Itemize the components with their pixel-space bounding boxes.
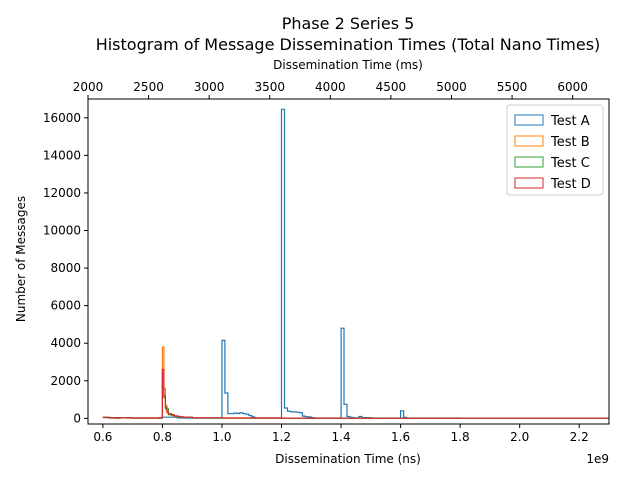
x-tick-label: 1.8 — [451, 430, 470, 444]
top-x-tick-label: 2000 — [73, 80, 104, 94]
chart-subtitle: Histogram of Message Dissemination Times… — [96, 35, 601, 54]
chart-title: Phase 2 Series 5 — [282, 14, 415, 33]
y-tick-label: 8000 — [50, 261, 81, 275]
top-x-tick-label: 4000 — [315, 80, 346, 94]
legend: Test A Test B Test C Test D — [506, 104, 604, 196]
top-x-tick-label: 6000 — [557, 80, 588, 94]
x-axis-label: Dissemination Time (ns) — [275, 452, 421, 466]
top-x-tick-label: 3500 — [254, 80, 285, 94]
legend-swatch — [514, 114, 544, 126]
axis-ticks: 0.6 0.8 1.0 1.2 1.4 1.6 1.8 2.0 2.2 0 2000 4000 6000… — [43, 80, 589, 444]
legend-swatch — [514, 177, 544, 189]
y-tick-label: 14000 — [43, 148, 81, 162]
y-tick-label: 16000 — [43, 111, 81, 125]
legend-swatch — [514, 135, 544, 147]
legend-label: Test C — [550, 156, 590, 171]
top-x-tick-label: 4500 — [376, 80, 407, 94]
axes-frame — [87, 98, 610, 425]
series-line-test-c — [102, 372, 609, 419]
series-line-test-d — [102, 368, 609, 419]
legend-label: Test B — [550, 135, 590, 150]
legend-box — [506, 104, 604, 196]
x-tick-label: 1.2 — [272, 430, 291, 444]
y-tick-label: 4000 — [50, 336, 81, 350]
top-x-axis-label: Dissemination Time (ms) — [273, 58, 423, 72]
y-tick-label: 12000 — [43, 186, 81, 200]
y-axis-label: Number of Messages — [14, 196, 28, 322]
x-tick-label: 1.6 — [391, 430, 410, 444]
y-tick-label: 6000 — [50, 299, 81, 313]
x-tick-label: 1.4 — [332, 430, 351, 444]
top-x-tick-label: 5500 — [497, 80, 528, 94]
x-tick-label: 2.0 — [510, 430, 529, 444]
x-tick-label: 0.8 — [153, 430, 172, 444]
legend-label: Test A — [550, 114, 590, 129]
y-tick-label: 2000 — [50, 374, 81, 388]
y-tick-label: 10000 — [43, 224, 81, 238]
series-line-test-b — [102, 346, 609, 419]
plot-area — [102, 108, 609, 419]
legend-label: Test D — [550, 177, 591, 192]
x-axis-offset-label: 1e9 — [586, 452, 609, 466]
x-tick-label: 1.0 — [212, 430, 231, 444]
x-tick-label: 2.2 — [570, 430, 589, 444]
top-x-tick-label: 5000 — [436, 80, 467, 94]
top-x-tick-label: 3000 — [194, 80, 225, 94]
top-x-tick-label: 2500 — [133, 80, 164, 94]
y-tick-label: 0 — [73, 411, 81, 425]
legend-swatch — [514, 156, 544, 168]
x-tick-label: 0.6 — [93, 430, 112, 444]
